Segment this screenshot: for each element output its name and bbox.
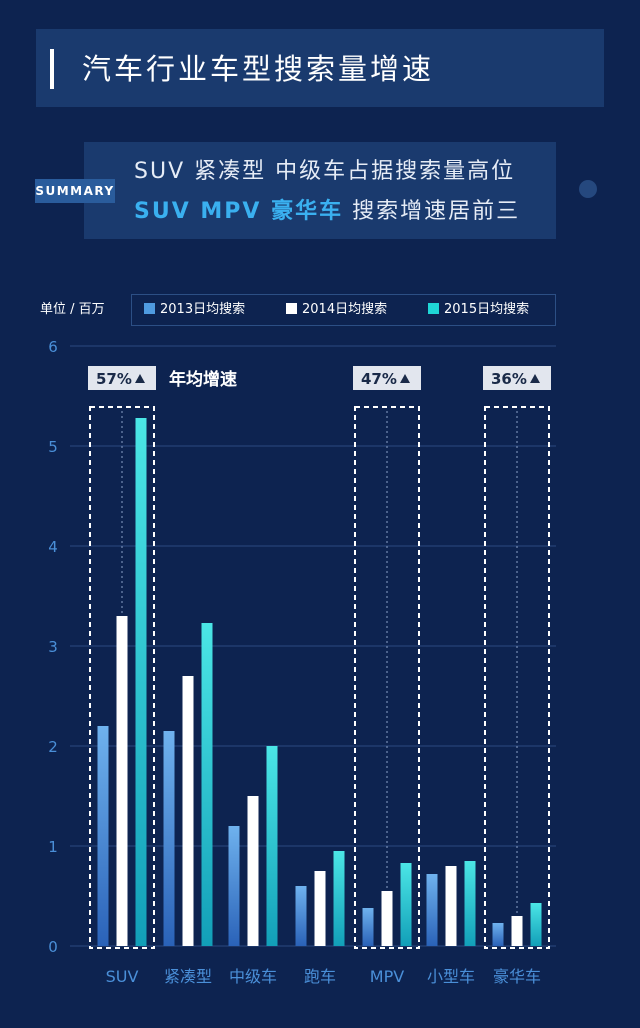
bar-2013 [228,826,240,946]
legend-box [131,294,556,326]
growth-note-label: 年均增速 [169,369,237,390]
bar-2013 [97,726,109,946]
bar-2015 [400,863,412,946]
bar-2015 [201,623,213,946]
x-tick-label: 跑车 [304,967,336,986]
highlight-box [354,406,420,949]
growth-badge [88,366,156,390]
bar-2014 [182,676,194,946]
y-tick-label: 1 [48,838,58,856]
y-axis-unit-label: 单位 / 百万 [40,302,105,317]
bar-2013 [492,923,504,946]
bar-2015 [266,746,278,946]
bar-2014 [247,796,259,946]
y-tick-label: 2 [48,738,58,756]
x-tick-label: 紧凑型 [164,967,212,986]
bar-2015 [135,418,147,946]
legend-swatch-2015 [428,303,439,314]
legend-item-2013: 2013日均搜索 [144,302,245,318]
bar-2013 [295,886,307,946]
summary-line-1: SUV 紧凑型 中级车占据搜索量高位 [134,159,516,184]
up-triangle-icon [135,374,145,383]
up-triangle-icon [530,374,540,383]
summary-line-2: SUV MPV 豪华车 搜索增速居前三 [134,196,520,228]
x-tick-label: 豪华车 [493,967,541,986]
bar-2015 [464,861,476,946]
legend-swatch-2013 [144,303,155,314]
summary-panel [84,142,556,239]
x-tick-label: 中级车 [229,967,277,986]
bar-2014 [445,866,457,946]
bar-2014 [511,916,523,946]
highlight-box [89,406,155,949]
bar-2013 [163,731,175,946]
growth-badge-label: 47% [361,370,397,388]
x-tick-label: SUV [106,967,139,986]
title-accent-bar [50,49,54,89]
growth-badge [353,366,421,390]
y-tick-label: 0 [48,938,58,956]
y-tick-label: 6 [48,338,58,356]
legend-label-2015: 2015日均搜索 [444,302,530,317]
legend-item-2014: 2014日均搜索 [286,302,387,318]
y-tick-label: 5 [48,438,58,456]
up-triangle-icon [400,374,410,383]
x-tick-label: 小型车 [427,967,475,986]
summary-line-2-rest: 搜索增速居前三 [352,199,521,224]
bar-2014 [381,891,393,946]
bar-2013 [362,908,374,946]
highlight-box [484,406,550,949]
page-title: 汽车行业车型搜索量增速 [82,52,435,86]
summary-tag: SUMMARY [35,179,115,203]
title-panel [36,29,604,107]
legend-label-2014: 2014日均搜索 [302,302,388,317]
growth-badge [483,366,551,390]
decorative-dot [579,180,597,198]
y-tick-label: 4 [48,538,58,556]
summary-line-2-highlight: SUV MPV 豪华车 [134,199,344,224]
y-tick-label: 3 [48,638,58,656]
legend-swatch-2014 [286,303,297,314]
bar-2013 [426,874,438,946]
bar-2014 [116,616,128,946]
bar-2014 [314,871,326,946]
legend-label-2013: 2013日均搜索 [160,302,246,317]
growth-badge-label: 36% [491,370,527,388]
bar-2015 [333,851,345,946]
x-tick-label: MPV [370,967,404,986]
legend-item-2015: 2015日均搜索 [428,302,529,318]
growth-badge-label: 57% [96,370,132,388]
bar-2015 [530,903,542,946]
